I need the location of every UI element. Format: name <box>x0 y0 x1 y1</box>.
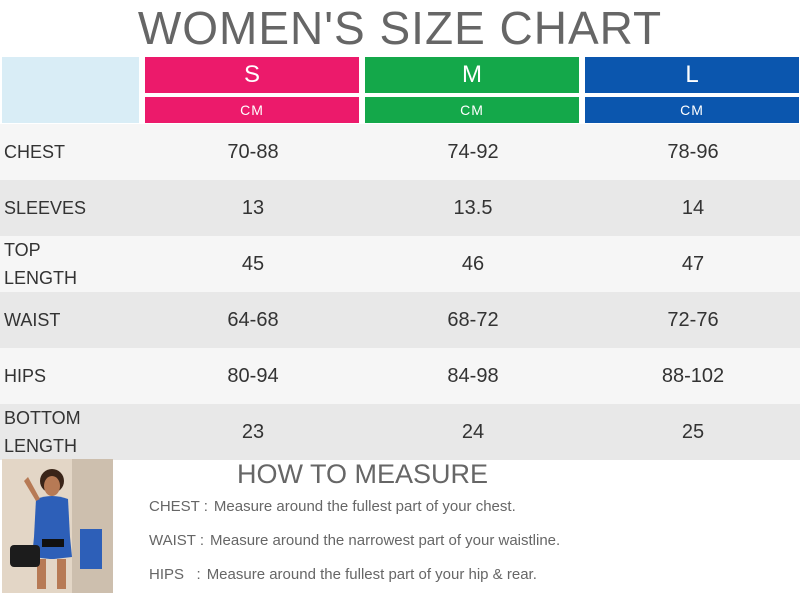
header-corner <box>2 57 139 123</box>
measure-label: WAIST : <box>149 532 205 549</box>
cell-m: 68-72 <box>447 308 499 331</box>
cell-s: 13 <box>241 196 265 219</box>
row-label: BOTTOM LENGTH <box>4 408 81 456</box>
cell-l: 88-102 <box>661 364 725 387</box>
cell-s: 45 <box>241 252 265 275</box>
measure-text: Measure around the fullest part of your … <box>213 498 516 515</box>
table-row-hips: HIPS 80-94 84-98 88-102 <box>0 348 800 404</box>
cell-l: 25 <box>681 420 705 443</box>
measure-text: Measure around the narrowest part of you… <box>210 532 561 549</box>
table-row-bottom-length: BOTTOM LENGTH 23 24 25 <box>0 404 800 460</box>
unit-header-m: CM <box>365 97 579 123</box>
measure-text: Measure around the fullest part of your … <box>206 566 537 583</box>
row-label: HIPS <box>4 366 47 386</box>
table-row-waist: WAIST 64-68 68-72 72-76 <box>0 292 800 348</box>
cell-m: 84-98 <box>447 364 499 387</box>
row-label: TOP LENGTH <box>4 240 78 288</box>
size-header-m: M <box>365 57 579 93</box>
model-photo <box>2 459 113 593</box>
cell-s: 80-94 <box>227 364 279 387</box>
table-row-top-length: TOP LENGTH 45 46 47 <box>0 236 800 292</box>
measure-waist: WAIST : Measure around the narrowest part… <box>149 529 789 553</box>
cell-s: 23 <box>241 420 265 443</box>
how-to-measure-title: HOW TO MEASURE <box>236 459 489 489</box>
table-row-sleeves: SLEEVES 13 13.5 14 <box>0 180 800 236</box>
table-row-chest: CHEST 70-88 74-92 78-96 <box>0 124 800 180</box>
cell-s: 70-88 <box>227 140 279 163</box>
measure-hips: HIPS : Measure around the fullest part of… <box>149 563 789 587</box>
cell-m: 24 <box>461 420 485 443</box>
row-label: SLEEVES <box>4 198 87 218</box>
row-label: CHEST <box>4 142 66 162</box>
unit-header-l: CM <box>585 97 799 123</box>
cell-m: 46 <box>461 252 485 275</box>
cell-l: 47 <box>681 252 705 275</box>
unit-header-s: CM <box>145 97 359 123</box>
cell-l: 72-76 <box>667 308 719 331</box>
row-label: WAIST <box>4 310 61 330</box>
size-header-s: S <box>145 57 359 93</box>
chart-title: WOMEN'S SIZE CHART <box>137 2 663 54</box>
measure-label: CHEST : <box>149 498 208 515</box>
cell-m: 74-92 <box>447 140 499 163</box>
cell-l: 14 <box>681 196 705 219</box>
cell-s: 64-68 <box>227 308 279 331</box>
measure-label: HIPS : <box>149 566 201 583</box>
cell-l: 78-96 <box>667 140 719 163</box>
size-header-l: L <box>585 57 799 93</box>
measure-chest: CHEST : Measure around the fullest part o… <box>149 495 789 519</box>
cell-m: 13.5 <box>453 196 493 219</box>
